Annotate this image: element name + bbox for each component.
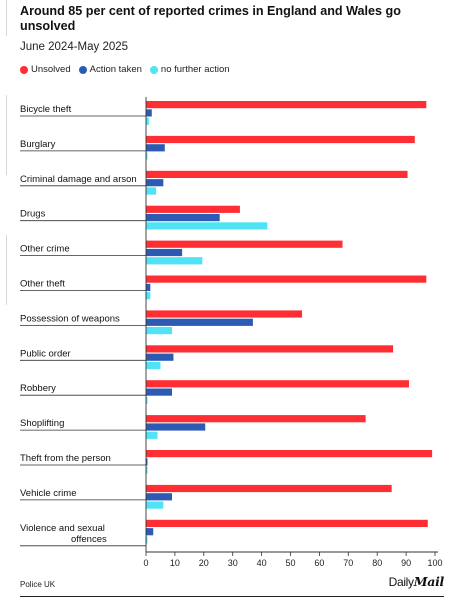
bar-no-further-action-other-crime: [146, 257, 203, 265]
brand-logo-mail: Mail: [413, 574, 445, 589]
bar-unsolved-public-order: [146, 345, 394, 353]
category-label-possession-of-weapons: Possession of weapons: [20, 313, 120, 324]
bar-action-taken-theft-from-the-person: [146, 458, 148, 466]
legend-item-action-taken: Action taken: [78, 64, 142, 75]
x-tick-label-40: 40: [257, 558, 267, 568]
bar-unsolved-possession-of-weapons: [146, 310, 303, 318]
category-label-public-order: Public order: [20, 348, 71, 359]
footer-rule: [20, 596, 444, 597]
bar-no-further-action-shoplifting: [146, 431, 158, 439]
x-tick-label-20: 20: [199, 558, 209, 568]
bar-action-taken-vehicle-crime: [146, 493, 173, 501]
bar-action-taken-other-crime: [146, 248, 183, 257]
bar-unsolved-criminal-damage-and-arson: [146, 170, 408, 178]
page-edge-marker: [0, 235, 7, 305]
bar-no-further-action-possession-of-weapons: [146, 327, 173, 335]
brand-logo-daily: Daily: [388, 575, 414, 589]
x-tick-label-90: 90: [401, 558, 411, 568]
category-label-theft-from-the-person: Theft from the person: [20, 453, 111, 464]
category-label-burglary: Burglary: [20, 139, 56, 150]
category-label-drugs: Drugs: [20, 209, 46, 220]
bar-action-taken-other-theft: [146, 283, 151, 291]
x-tick-label-50: 50: [285, 558, 295, 568]
bar-no-further-action-other-theft: [146, 292, 151, 300]
legend-label-unsolved: Unsolved: [31, 64, 71, 75]
bar-unsolved-drugs: [146, 205, 240, 213]
category-label-other-theft: Other theft: [20, 279, 65, 290]
bar-no-further-action-bicycle-theft: [146, 117, 149, 125]
bar-action-taken-violence-and-sexual-offences: [146, 528, 154, 536]
bar-unsolved-shoplifting: [146, 415, 366, 423]
bar-no-further-action-criminal-damage-and-arson: [146, 187, 157, 195]
x-tick-label-60: 60: [314, 558, 324, 568]
legend-swatch-unsolved: [20, 65, 28, 74]
category-label-other-crime: Other crime: [20, 244, 70, 255]
legend-label-action-taken: Action taken: [89, 64, 142, 75]
bar-unsolved-robbery: [146, 380, 409, 388]
legend-swatch-action-taken: [78, 65, 87, 74]
bar-no-further-action-vehicle-crime: [146, 501, 164, 509]
x-tick-label-0: 0: [143, 558, 148, 568]
bar-action-taken-burglary: [146, 144, 165, 152]
bar-no-further-action-public-order: [146, 361, 161, 370]
bar-chart: Bicycle theft Burglary Criminal damage and…: [20, 97, 443, 568]
bar-no-further-action-violence-and-sexual-offences: [146, 536, 148, 544]
category-label-vehicle-crime: Vehicle crime: [20, 488, 77, 499]
bar-action-taken-public-order: [146, 353, 174, 361]
chart-subtitle: June 2024-May 2025: [20, 41, 129, 53]
bar-action-taken-possession-of-weapons: [146, 318, 253, 326]
category-label-shoplifting: Shoplifting: [20, 418, 64, 429]
page-edge-marker: [0, 0, 7, 36]
x-tick-label-100: 100: [427, 558, 442, 568]
source-label: Police UK: [20, 580, 56, 589]
x-tick-label-10: 10: [170, 558, 180, 568]
bar-unsolved-violence-and-sexual-offences: [146, 519, 428, 527]
chart-legend: Unsolved Action taken no further action: [20, 64, 238, 75]
x-tick-label-70: 70: [343, 558, 353, 568]
bar-action-taken-drugs: [146, 214, 220, 222]
bar-unsolved-other-theft: [146, 275, 427, 283]
bar-action-taken-bicycle-theft: [146, 109, 152, 117]
category-label-robbery: Robbery: [20, 383, 56, 394]
category-label-violence-and-sexual-offences: Violence and sexual offences: [20, 523, 107, 545]
brand-logo: DailyMail: [388, 574, 445, 589]
bar-no-further-action-theft-from-the-person: [146, 466, 148, 474]
x-tick-label-30: 30: [228, 558, 238, 568]
bar-no-further-action-drugs: [146, 222, 268, 230]
bar-unsolved-burglary: [146, 135, 415, 144]
category-label-criminal-damage-and-arson: Criminal damage and arson: [20, 174, 137, 185]
bar-no-further-action-robbery: [146, 396, 148, 404]
legend-label-no-further-action: no further action: [160, 64, 230, 75]
bar-action-taken-shoplifting: [146, 423, 206, 431]
bar-no-further-action-burglary: [146, 152, 148, 160]
page-edge-marker: [0, 95, 7, 175]
legend-item-unsolved: Unsolved: [20, 64, 71, 75]
chart-title: Around 85 per cent of reported crimes in…: [20, 4, 401, 33]
bar-action-taken-criminal-damage-and-arson: [146, 179, 164, 187]
category-label-bicycle-theft: Bicycle theft: [20, 104, 72, 115]
legend-swatch-no-further-action: [149, 65, 158, 74]
bar-unsolved-bicycle-theft: [146, 101, 427, 109]
legend-item-no-further-action: no further action: [149, 64, 230, 75]
x-tick-label-80: 80: [372, 558, 382, 568]
bar-unsolved-theft-from-the-person: [146, 450, 433, 458]
bar-unsolved-vehicle-crime: [146, 484, 392, 493]
bar-unsolved-other-crime: [146, 240, 343, 248]
bar-action-taken-robbery: [146, 388, 173, 396]
